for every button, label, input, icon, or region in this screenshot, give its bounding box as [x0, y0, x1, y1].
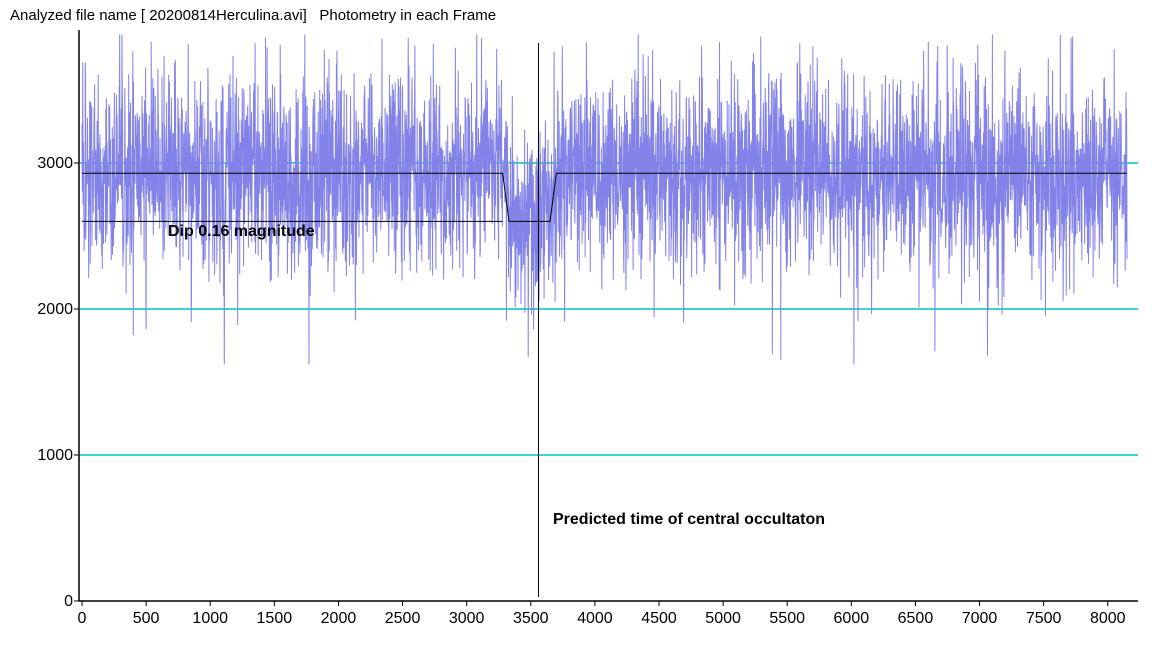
x-tick-label: 500 [133, 610, 160, 627]
x-tick-label: 6500 [898, 610, 934, 627]
x-tick-label: 6000 [834, 610, 870, 627]
x-tick-label: 4000 [577, 610, 613, 627]
y-tick-label: 1000 [37, 447, 73, 464]
predicted-time-annotation: Predicted time of central occultaton [553, 511, 825, 528]
square-well-fit-line [82, 172, 1127, 222]
x-tick-label: 2000 [321, 610, 357, 627]
file-name-label: Analyzed file name [ 20200814Herculina.a… [10, 7, 307, 24]
photometry-series-line [81, 34, 1128, 365]
x-axis-ticks: 0 500 1000 1500 2000 2500 3000 3500 4000 4500 5000… [78, 601, 1126, 627]
y-tick-label: 0 [64, 593, 73, 610]
x-tick-label: 0 [78, 610, 87, 627]
axes [78, 30, 1138, 602]
y-tick-label: 2000 [37, 301, 73, 318]
x-tick-label: 1500 [257, 610, 293, 627]
x-tick-label: 3000 [449, 610, 485, 627]
x-tick-label: 5000 [705, 610, 741, 627]
x-tick-label: 3500 [513, 610, 549, 627]
x-tick-label: 4500 [641, 610, 677, 627]
x-tick-label: 2500 [385, 610, 421, 627]
y-tick-label: 3000 [37, 155, 73, 172]
light-curve-series [81, 34, 1128, 365]
x-tick-label: 1000 [192, 610, 228, 627]
y-axis-ticks: 0 1000 2000 3000 [37, 155, 79, 610]
dip-annotation: Dip 0.16 magnitude [168, 223, 315, 240]
x-tick-label: 5500 [769, 610, 805, 627]
x-tick-label: 7000 [962, 610, 998, 627]
window-title: Analyzed file name [ 20200814Herculina.a… [10, 7, 496, 24]
x-tick-label: 7500 [1026, 610, 1062, 627]
x-tick-label: 8000 [1090, 610, 1126, 627]
model-fit [82, 43, 1127, 597]
chart-subtitle: Photometry in each Frame [319, 7, 497, 24]
